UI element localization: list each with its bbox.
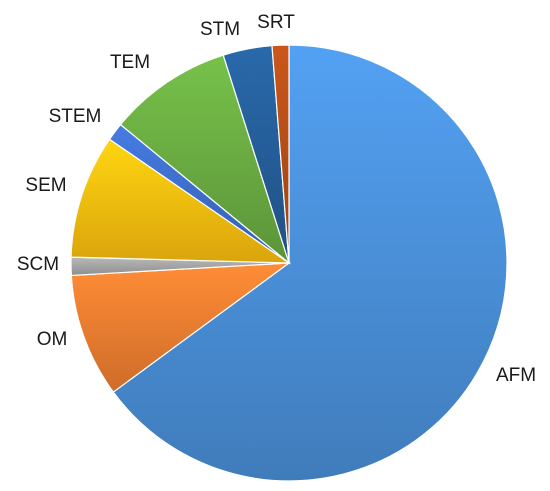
- pie-slice-om: [70, 262, 291, 393]
- pie-label-srt: SRT: [257, 12, 295, 33]
- pie-slice-tem: [119, 54, 291, 265]
- pie-slice-afm: [112, 44, 508, 482]
- pie-slices: [70, 44, 508, 482]
- pie-label-tem: TEM: [110, 52, 150, 73]
- pie-label-stm: STM: [200, 19, 240, 40]
- pie-label-afm: AFM: [496, 365, 536, 386]
- pie-label-stem: STEM: [49, 106, 102, 127]
- pie-label-sem: SEM: [25, 175, 66, 196]
- pie-slice-srt: [271, 44, 290, 264]
- pie-labels: AFM OM SCM SEM STEM TEM STM SRT: [17, 12, 536, 386]
- pie-label-om: OM: [37, 329, 68, 350]
- pie-slice-sem: [70, 138, 292, 264]
- pie-label-scm: SCM: [17, 254, 59, 275]
